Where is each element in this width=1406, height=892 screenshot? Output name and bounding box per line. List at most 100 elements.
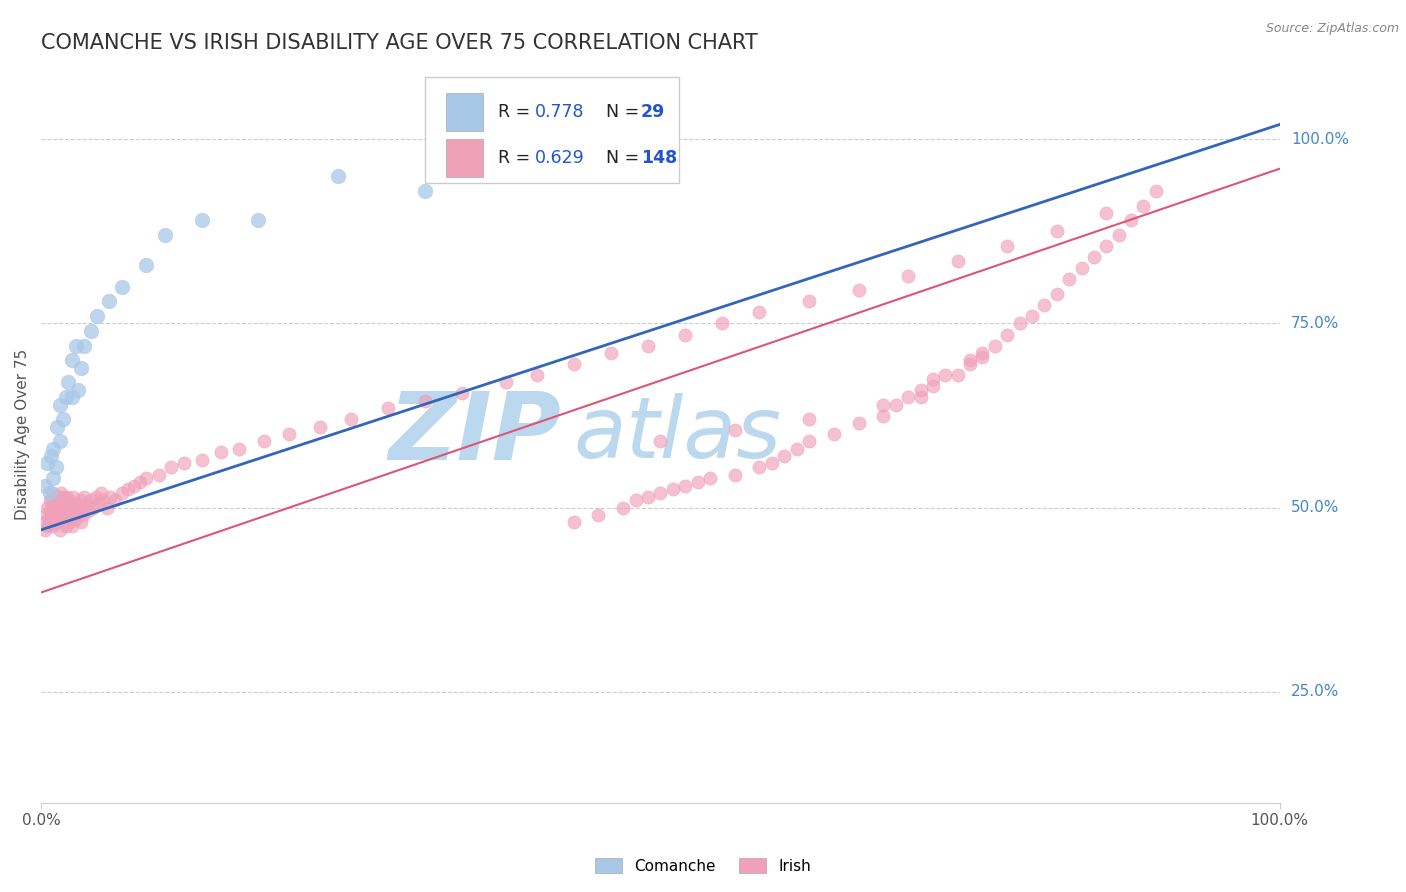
Point xyxy=(42,486,65,500)
Point xyxy=(59,516,82,530)
Legend: Comanche, Irish: Comanche, Irish xyxy=(589,852,817,880)
Point xyxy=(79,324,101,338)
Point xyxy=(37,519,59,533)
Point xyxy=(711,317,734,331)
Point xyxy=(56,508,79,522)
Point xyxy=(191,213,214,227)
Point xyxy=(56,490,79,504)
Point xyxy=(35,508,58,522)
Point xyxy=(686,475,709,489)
Point xyxy=(39,516,62,530)
Point xyxy=(73,490,96,504)
Point xyxy=(253,434,276,449)
Point xyxy=(599,346,621,360)
Point xyxy=(797,412,820,426)
Point xyxy=(111,279,134,293)
Point xyxy=(48,512,70,526)
Point xyxy=(662,483,685,497)
Point xyxy=(34,478,56,492)
Point xyxy=(650,486,672,500)
Point xyxy=(673,478,696,492)
Point xyxy=(60,519,83,533)
Point xyxy=(1046,224,1069,238)
Point xyxy=(209,445,232,459)
Point xyxy=(49,500,72,515)
Point xyxy=(724,423,747,437)
Point xyxy=(52,412,75,426)
Point xyxy=(995,239,1018,253)
Text: 75.0%: 75.0% xyxy=(1291,316,1339,331)
Text: N =: N = xyxy=(595,149,644,167)
Point xyxy=(86,309,108,323)
Point xyxy=(66,497,89,511)
Point xyxy=(637,490,659,504)
Point xyxy=(72,508,94,522)
Point xyxy=(69,516,91,530)
FancyBboxPatch shape xyxy=(425,77,679,184)
Point xyxy=(41,508,63,522)
Point xyxy=(82,500,104,515)
Point xyxy=(160,460,183,475)
Point xyxy=(65,512,87,526)
Point xyxy=(1057,272,1080,286)
Point xyxy=(79,493,101,508)
Point xyxy=(59,504,82,518)
Point xyxy=(73,338,96,352)
Point xyxy=(55,390,77,404)
Point xyxy=(32,516,55,530)
Point xyxy=(55,519,77,533)
Point xyxy=(872,398,894,412)
Point xyxy=(748,460,770,475)
Point xyxy=(46,490,69,504)
Point xyxy=(946,253,969,268)
Point xyxy=(1008,317,1031,331)
Point xyxy=(51,497,73,511)
Point xyxy=(773,449,796,463)
Point xyxy=(48,493,70,508)
Point xyxy=(959,353,981,368)
Point xyxy=(39,449,62,463)
Point xyxy=(413,393,436,408)
Text: 100.0%: 100.0% xyxy=(1291,132,1348,146)
Point xyxy=(34,523,56,537)
Point xyxy=(53,493,76,508)
Point xyxy=(42,442,65,456)
Point xyxy=(58,376,80,390)
Point xyxy=(48,508,70,522)
Text: Source: ZipAtlas.com: Source: ZipAtlas.com xyxy=(1265,22,1399,36)
Point xyxy=(413,184,436,198)
Point xyxy=(526,368,548,382)
Point xyxy=(37,500,59,515)
Point xyxy=(588,508,610,522)
Point xyxy=(995,327,1018,342)
Point xyxy=(377,401,399,416)
Point xyxy=(84,490,107,504)
Text: 0.778: 0.778 xyxy=(536,103,585,121)
Point xyxy=(135,258,157,272)
Point xyxy=(562,516,585,530)
Point xyxy=(37,457,59,471)
FancyBboxPatch shape xyxy=(446,93,484,131)
Point xyxy=(44,508,66,522)
Point xyxy=(87,497,110,511)
Y-axis label: Disability Age Over 75: Disability Age Over 75 xyxy=(15,349,30,520)
Point xyxy=(62,490,84,504)
Point xyxy=(53,516,76,530)
Point xyxy=(59,497,82,511)
Point xyxy=(51,512,73,526)
Text: R =: R = xyxy=(498,149,536,167)
Point xyxy=(724,467,747,482)
Text: 29: 29 xyxy=(641,103,665,121)
Point xyxy=(673,327,696,342)
Point xyxy=(69,493,91,508)
Text: atlas: atlas xyxy=(574,392,782,475)
Point xyxy=(60,500,83,515)
Point xyxy=(45,460,67,475)
Point xyxy=(984,338,1007,352)
Point xyxy=(67,504,90,518)
Point xyxy=(45,497,67,511)
Point xyxy=(60,353,83,368)
Point xyxy=(823,427,845,442)
Point xyxy=(58,493,80,508)
Text: R =: R = xyxy=(498,103,536,121)
